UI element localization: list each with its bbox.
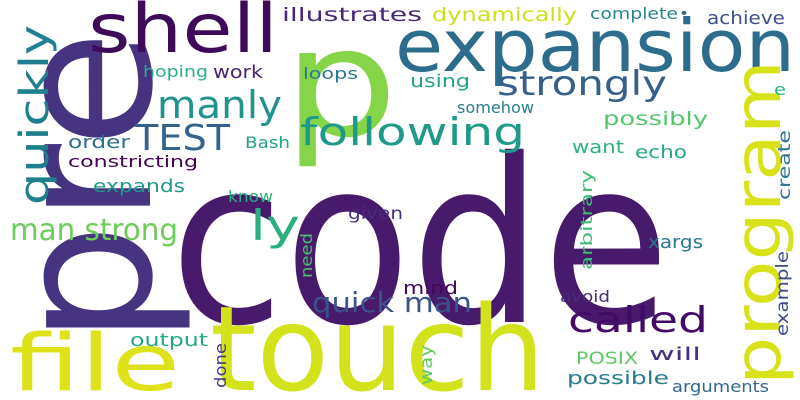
word-touch: touch bbox=[210, 280, 545, 400]
word-arbitrary: arbitrary bbox=[577, 170, 596, 270]
word-e: e bbox=[774, 80, 786, 99]
word-complete: complete bbox=[590, 4, 678, 23]
word-file: file bbox=[10, 319, 180, 400]
word-will: will bbox=[649, 344, 701, 365]
word-possible: possible bbox=[567, 368, 669, 389]
word-code: code bbox=[170, 110, 670, 376]
word-pre: pre bbox=[0, 30, 195, 345]
word-want: want bbox=[572, 137, 624, 158]
word-called: called bbox=[568, 300, 708, 341]
word-create: create bbox=[775, 130, 795, 200]
word-work: work bbox=[213, 62, 264, 83]
word-p: p bbox=[283, 0, 398, 171]
word-output: output bbox=[130, 330, 208, 351]
word-strongly: strongly bbox=[497, 64, 667, 104]
word-possibly: possibly bbox=[603, 108, 708, 130]
word-manly: manly bbox=[157, 83, 282, 127]
word-shell: shell bbox=[88, 0, 278, 69]
word-loops: loops bbox=[303, 64, 358, 83]
word-done: done bbox=[211, 343, 230, 388]
word-achieve: achieve bbox=[707, 8, 785, 29]
word-posix: POSIX bbox=[576, 349, 638, 369]
word-ly: ly bbox=[250, 201, 300, 250]
word-need: need bbox=[297, 233, 316, 278]
word-dynamically: dynamically bbox=[432, 4, 577, 26]
word-example: example bbox=[773, 251, 793, 336]
word-illustrates: illustrates bbox=[282, 4, 422, 26]
word-arguments: arguments bbox=[672, 377, 769, 396]
word-order: order bbox=[68, 132, 131, 153]
word-mind: mind bbox=[403, 278, 458, 299]
word-quick-man: quick man bbox=[312, 286, 472, 319]
word-program: program bbox=[722, 60, 796, 385]
word-know: know bbox=[228, 187, 273, 206]
word-following: following bbox=[300, 110, 525, 154]
word-using: using bbox=[410, 71, 470, 92]
word-way: way bbox=[417, 345, 437, 385]
word-expansion: expansion bbox=[395, 4, 795, 88]
word-xargs: xargs bbox=[648, 232, 703, 253]
word-echo: echo bbox=[635, 142, 687, 163]
word-constricting: constricting bbox=[68, 152, 198, 171]
word-expands: expands bbox=[93, 176, 185, 197]
word-avoid: avoid bbox=[560, 287, 610, 306]
word-test: TEST bbox=[134, 118, 231, 159]
word-given: given bbox=[348, 204, 403, 224]
word-somehow: somehow bbox=[457, 98, 534, 117]
word-dot: • bbox=[679, 6, 689, 22]
word-hoping: hoping bbox=[143, 62, 208, 81]
word-quickly: quickly bbox=[12, 25, 58, 205]
word-man-strong: man strong bbox=[10, 213, 178, 248]
word-bash: Bash bbox=[245, 133, 290, 152]
